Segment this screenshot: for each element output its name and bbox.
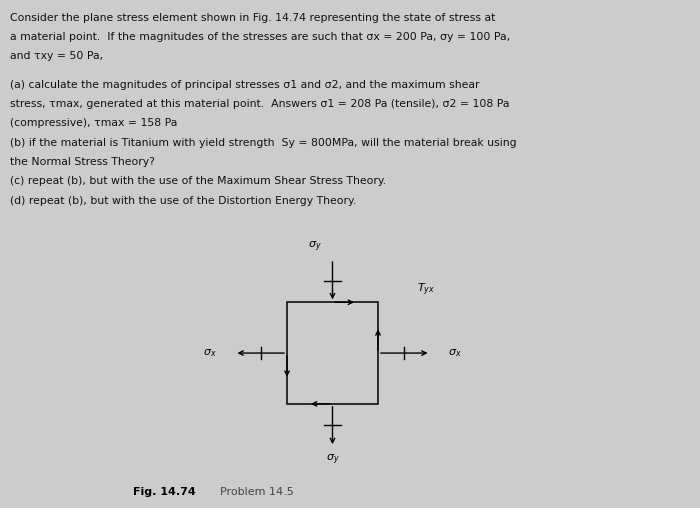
Text: and τxy = 50 Pa,: and τxy = 50 Pa, <box>10 51 104 61</box>
Text: Consider the plane stress element shown in Fig. 14.74 representing the state of : Consider the plane stress element shown … <box>10 13 496 23</box>
Text: stress, τmax, generated at this material point.  Answers σ1 = 208 Pa (tensile), : stress, τmax, generated at this material… <box>10 99 510 109</box>
Text: Problem 14.5: Problem 14.5 <box>220 487 294 497</box>
Text: (c) repeat (b), but with the use of the Maximum Shear Stress Theory.: (c) repeat (b), but with the use of the … <box>10 176 386 186</box>
Text: the Normal Stress Theory?: the Normal Stress Theory? <box>10 157 155 167</box>
Text: (compressive), τmax = 158 Pa: (compressive), τmax = 158 Pa <box>10 118 178 129</box>
Text: $\sigma_y$: $\sigma_y$ <box>326 453 340 467</box>
Text: a material point.  If the magnitudes of the stresses are such that σx = 200 Pa, : a material point. If the magnitudes of t… <box>10 32 510 42</box>
Text: (a) calculate the magnitudes of principal stresses σ1 and σ2, and the maximum sh: (a) calculate the magnitudes of principa… <box>10 80 480 90</box>
Text: (b) if the material is Titanium with yield strength  Sy = 800MPa, will the mater: (b) if the material is Titanium with yie… <box>10 138 517 148</box>
Text: $\sigma_x$: $\sigma_x$ <box>203 347 217 359</box>
Text: (d) repeat (b), but with the use of the Distortion Energy Theory.: (d) repeat (b), but with the use of the … <box>10 196 357 206</box>
Text: $\sigma_y$: $\sigma_y$ <box>308 239 322 253</box>
Text: Fig. 14.74: Fig. 14.74 <box>133 487 196 497</box>
Text: $\sigma_x$: $\sigma_x$ <box>448 347 462 359</box>
Text: $T_{yx}$: $T_{yx}$ <box>416 281 435 298</box>
